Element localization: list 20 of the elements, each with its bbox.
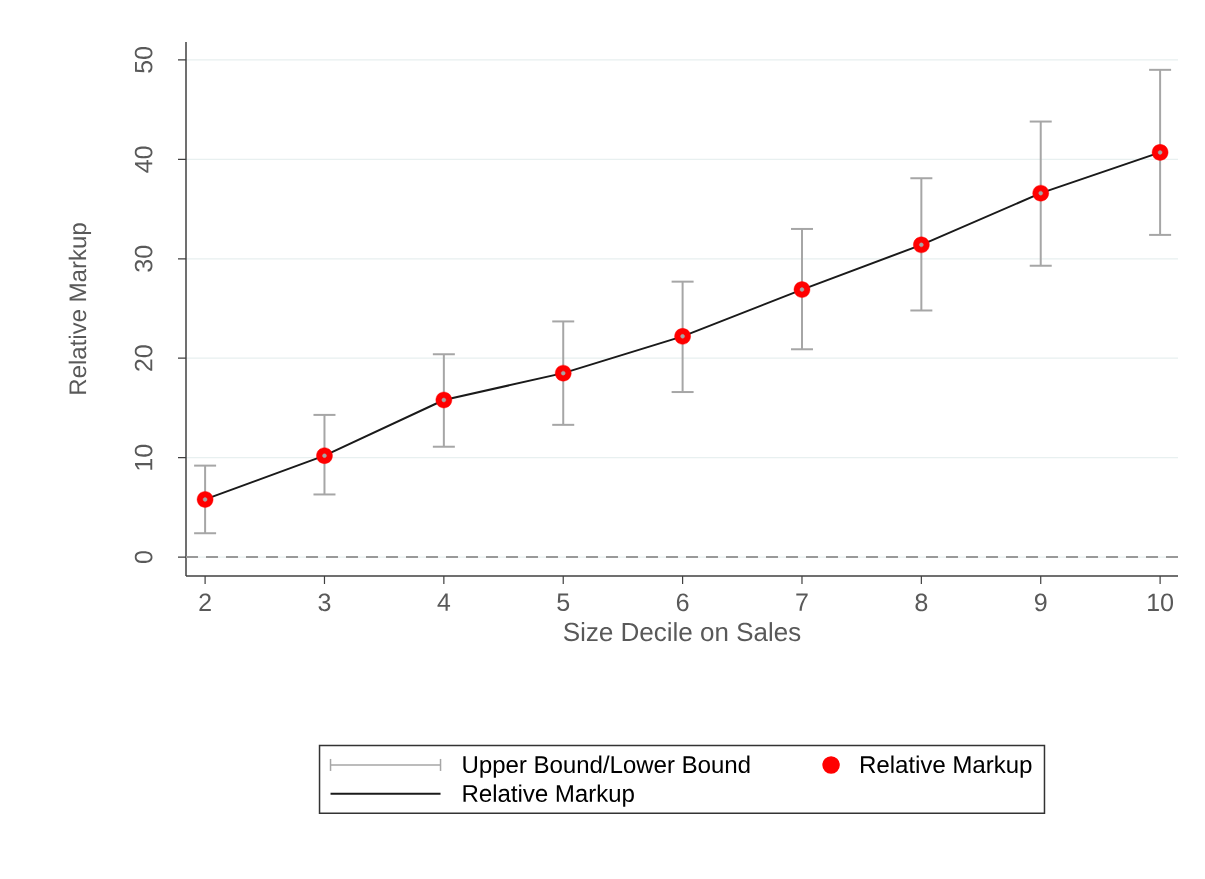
x-tick-label: 9 [1034, 593, 1047, 612]
legend-label: Upper Bound/Lower Bound [463, 755, 750, 778]
y-tick-label: 20 [134, 345, 153, 371]
x-tick-label: 7 [796, 593, 808, 611]
legend-label: Relative Markup [463, 784, 634, 807]
x-tick-label: 6 [676, 593, 689, 612]
y-tick-label: 0 [134, 551, 153, 564]
x-tick-label: 4 [437, 593, 451, 611]
x-tick-label: 2 [199, 593, 211, 611]
x-tick-label: 10 [1148, 593, 1174, 612]
x-axis-title: Size Decile on Sales [563, 622, 801, 642]
y-tick-label: 40 [134, 146, 153, 173]
x-tick-label: 8 [915, 593, 928, 612]
y-tick-label: 50 [134, 46, 153, 73]
x-tick-label: 5 [557, 593, 570, 611]
y-axis-title: Relative Markup [68, 223, 92, 394]
legend-label: Relative Markup [861, 755, 1032, 778]
y-tick-label: 10 [134, 444, 153, 470]
y-tick-label: 30 [134, 245, 153, 272]
x-tick-label: 3 [318, 593, 331, 612]
